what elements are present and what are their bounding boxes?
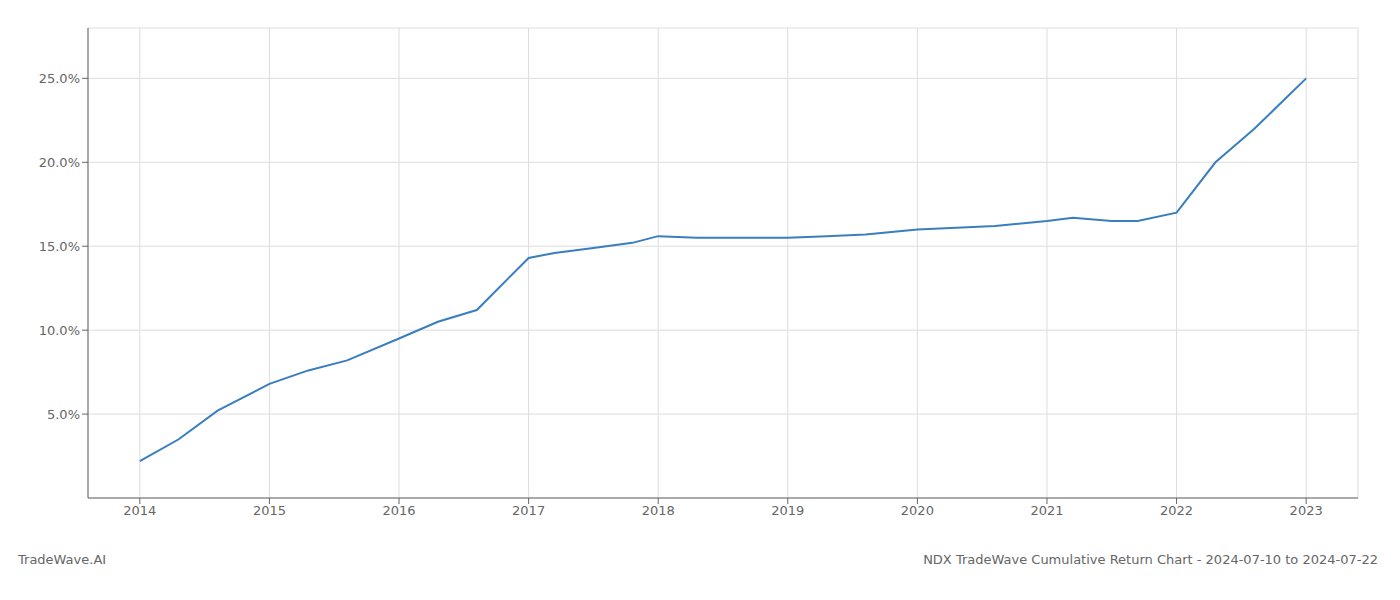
svg-text:20.0%: 20.0% — [39, 155, 80, 170]
svg-text:2014: 2014 — [123, 503, 156, 518]
html-text:TradeWave.AI: TradeWave.AI — [18, 552, 107, 567]
svg-text:2016: 2016 — [382, 503, 415, 518]
svg-text:10.0%: 10.0% — [39, 323, 80, 338]
svg-text:2015: 2015 — [253, 503, 286, 518]
svg-text:15.0%: 15.0% — [39, 239, 80, 254]
svg-text:5.0%: 5.0% — [47, 407, 80, 422]
svg-text:2018: 2018 — [642, 503, 675, 518]
svg-text:2019: 2019 — [771, 503, 804, 518]
svg-text:2021: 2021 — [1030, 503, 1063, 518]
svg-text:2023: 2023 — [1290, 503, 1323, 518]
svg-text:2022: 2022 — [1160, 503, 1193, 518]
svg-text:25.0%: 25.0% — [39, 71, 80, 86]
svg-text:2020: 2020 — [901, 503, 934, 518]
svg-text:2017: 2017 — [512, 503, 545, 518]
html-text:NDX TradeWave Cumulative Retur: NDX TradeWave Cumulative Return Chart - … — [923, 552, 1378, 567]
